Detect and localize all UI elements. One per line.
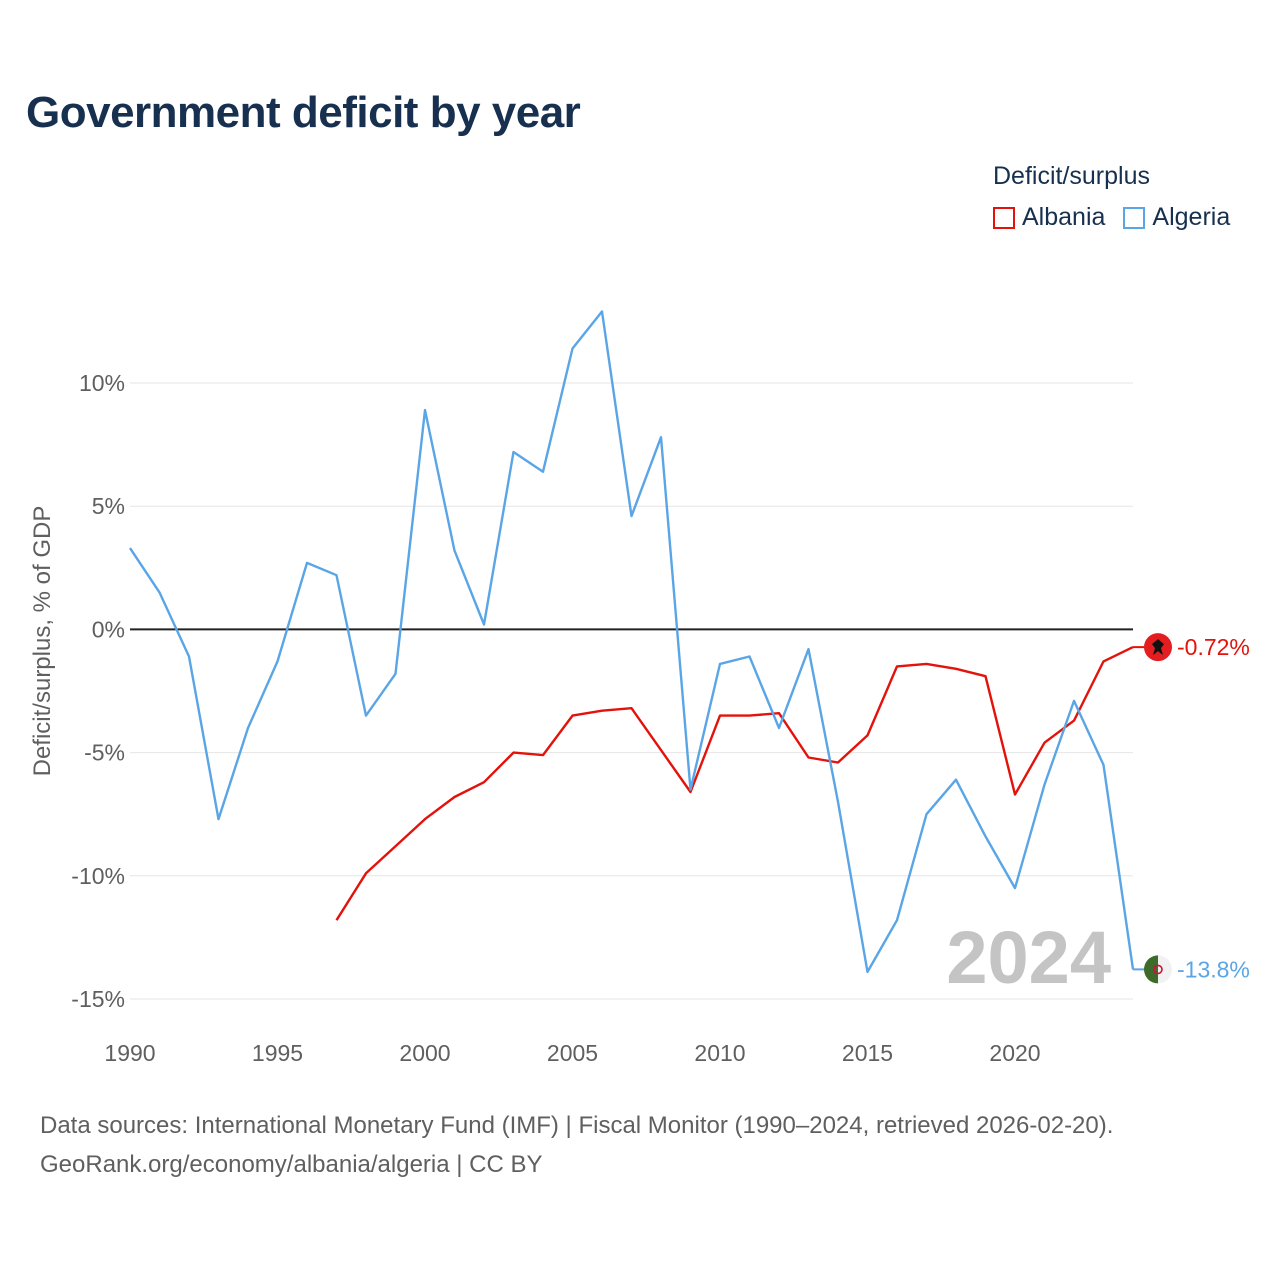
legend-label-albania: Albania [1022, 203, 1106, 231]
legend-swatch-albania [993, 206, 1015, 229]
footer-sources: Data sources: International Monetary Fun… [40, 1112, 1114, 1139]
series-line-albania [335, 646, 1134, 921]
legend-label-algeria: Algeria [1152, 203, 1231, 231]
x-tick-label: 1990 [104, 1040, 155, 1066]
x-tick-label: 2000 [399, 1040, 450, 1066]
x-tick-label: 2015 [842, 1040, 893, 1066]
x-tick-label: 2010 [694, 1040, 745, 1066]
algeria-flag-white-half [1158, 955, 1172, 984]
end-label-algeria: -13.8% [1177, 956, 1250, 982]
algeria-flag-green-half [1144, 955, 1158, 984]
x-tick-label: 2005 [547, 1040, 598, 1066]
legend: Deficit/surplus Albania Algeria [993, 162, 1230, 232]
end-label-albania: -0.72% [1177, 634, 1250, 660]
y-tick-label: -5% [84, 740, 125, 766]
y-tick-label: -10% [71, 863, 125, 889]
algeria-flag-icon [1144, 955, 1172, 984]
y-tick-label: 0% [92, 616, 125, 642]
algeria-crescent-shape [1153, 964, 1163, 975]
y-axis-title: Deficit/surplus, % of GDP [29, 506, 56, 777]
albania-eagle-shape [1152, 639, 1164, 656]
y-tick-label: 5% [92, 493, 125, 519]
legend-item-albania[interactable]: Albania [993, 203, 1105, 232]
x-tick-label: 1995 [252, 1040, 303, 1066]
chart-title: Government deficit by year [26, 88, 581, 137]
albania-flag-icon [1144, 633, 1172, 662]
y-tick-label: -15% [71, 986, 125, 1012]
legend-title: Deficit/surplus [993, 162, 1150, 190]
legend-swatch-algeria [1123, 206, 1146, 229]
year-watermark: 2024 [946, 916, 1111, 999]
footer-url: GeoRank.org/economy/albania/algeria | CC… [40, 1151, 543, 1178]
legend-item-algeria[interactable]: Algeria [1123, 203, 1230, 232]
series-line-algeria [129, 310, 1135, 974]
x-tick-label: 2020 [989, 1040, 1040, 1066]
y-tick-label: 10% [79, 370, 125, 396]
footer: Data sources: International Monetary Fun… [40, 1106, 1113, 1184]
